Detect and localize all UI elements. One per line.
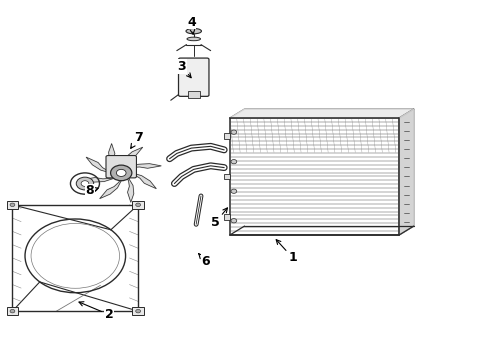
Polygon shape: [127, 173, 156, 189]
Text: 4: 4: [186, 16, 195, 34]
Circle shape: [116, 169, 126, 176]
Bar: [224, 174, 229, 179]
Bar: [132, 307, 143, 315]
Circle shape: [230, 159, 236, 164]
Bar: [12, 205, 138, 311]
Bar: [229, 118, 398, 235]
Polygon shape: [125, 176, 134, 202]
Bar: [132, 201, 143, 209]
Bar: [224, 215, 229, 220]
Text: 3: 3: [177, 60, 191, 78]
Bar: [224, 133, 229, 139]
Bar: [7, 307, 18, 315]
Polygon shape: [81, 176, 117, 182]
Circle shape: [136, 309, 140, 313]
Circle shape: [230, 130, 236, 134]
Polygon shape: [229, 109, 413, 118]
Bar: [7, 201, 18, 209]
Circle shape: [136, 203, 140, 207]
Polygon shape: [108, 144, 117, 170]
Circle shape: [10, 309, 15, 313]
Polygon shape: [86, 157, 115, 173]
Ellipse shape: [186, 37, 200, 41]
Circle shape: [81, 181, 89, 186]
Circle shape: [230, 219, 236, 223]
Text: 8: 8: [85, 184, 98, 197]
FancyBboxPatch shape: [178, 58, 208, 96]
Text: 1: 1: [276, 240, 297, 265]
Circle shape: [10, 203, 15, 207]
Circle shape: [230, 189, 236, 193]
Polygon shape: [121, 147, 142, 168]
Circle shape: [76, 177, 94, 190]
Bar: [187, 91, 199, 98]
FancyBboxPatch shape: [106, 156, 136, 178]
Ellipse shape: [185, 28, 201, 34]
Circle shape: [110, 165, 132, 181]
Polygon shape: [125, 164, 161, 170]
Text: 6: 6: [198, 254, 210, 268]
Polygon shape: [100, 177, 121, 199]
Text: 5: 5: [211, 208, 227, 229]
Text: 2: 2: [79, 302, 113, 321]
Polygon shape: [398, 109, 413, 235]
Text: 7: 7: [130, 131, 142, 148]
